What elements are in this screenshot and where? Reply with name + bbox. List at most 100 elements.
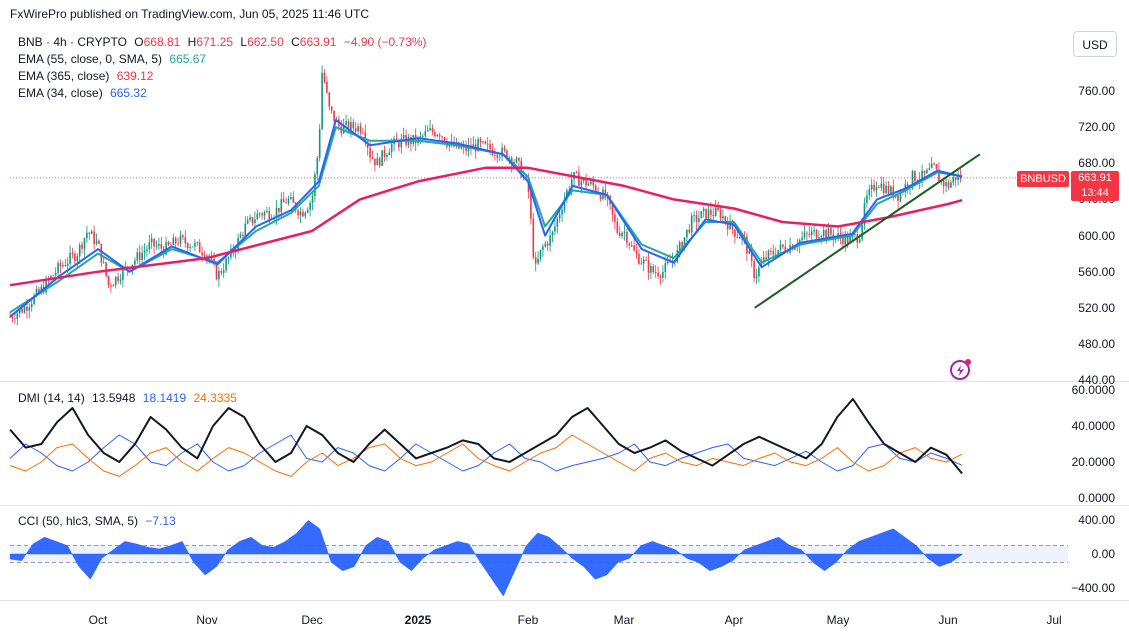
symbol-label[interactable]: BNB · 4h · CRYPTO (18, 35, 127, 49)
candle-body (563, 199, 566, 210)
candle-body (316, 157, 319, 175)
candle-body (489, 143, 491, 150)
candle-body (494, 154, 496, 156)
candle-body (347, 121, 350, 131)
candle-body (438, 134, 441, 137)
candle-body (35, 288, 38, 296)
candle-body (484, 141, 487, 144)
candle-body (882, 183, 885, 194)
ema34-line (9, 119, 963, 318)
candle-body (630, 245, 633, 247)
ema365-row[interactable]: EMA (365, close) 639.12 (18, 68, 431, 85)
candle-body (330, 106, 333, 111)
candle-body (158, 244, 160, 246)
cci-legend[interactable]: CCI (50, hlc3, SMA, 5) −7.13 (18, 513, 180, 530)
candle-body (369, 147, 371, 158)
candle-body (422, 135, 424, 137)
candle-body (244, 223, 247, 237)
candle-body (923, 170, 926, 174)
candle-body (890, 186, 892, 194)
close-value: 663.91 (299, 35, 337, 49)
candle-body (827, 228, 830, 238)
candle-body (172, 237, 175, 245)
candle-body (777, 249, 779, 256)
pane-separator-2[interactable] (0, 505, 1129, 506)
cci-label: CCI (50, hlc3, SMA, 5) (18, 514, 139, 528)
candle-body (398, 141, 400, 148)
time-axis-tick: Jul (1046, 613, 1062, 627)
candle-body (196, 242, 199, 244)
candle-body (678, 242, 681, 251)
candle-body (676, 250, 679, 262)
candle-body (894, 195, 897, 198)
high-value: 671.25 (196, 35, 234, 49)
ema55-line (9, 126, 963, 314)
candle-body (18, 308, 21, 314)
candle-body (266, 210, 268, 213)
candle-body (748, 250, 751, 254)
candle-body (11, 316, 14, 319)
tradingview-logo-icon[interactable] (948, 356, 974, 382)
candle-body (921, 170, 923, 180)
candle-body (448, 144, 451, 147)
candle-body (431, 128, 434, 133)
candle-body (815, 229, 818, 238)
dmi-minus-di-line (9, 434, 963, 477)
candle-body (465, 146, 467, 152)
ema34-row[interactable]: EMA (34, close) 665.32 (18, 85, 431, 102)
candle-body (306, 209, 309, 213)
candle-body (177, 243, 179, 245)
candle-body (57, 262, 59, 273)
candle-body (326, 81, 328, 93)
candle-body (388, 152, 391, 156)
candle-body (275, 207, 278, 218)
candle-body (222, 270, 225, 273)
dmi-legend[interactable]: DMI (14, 14) 13.5948 18.1419 24.3335 (18, 390, 241, 407)
candle-body (419, 136, 422, 138)
time-axis-tick: Mar (613, 613, 635, 627)
candle-body (333, 110, 335, 121)
candle-body (246, 219, 249, 224)
candle-body (86, 232, 88, 239)
candle-body (626, 231, 628, 244)
candle-body (666, 261, 669, 264)
candle-body (506, 150, 508, 160)
cci-axis-tick: −400.00 (1071, 580, 1115, 595)
candle-body (880, 183, 883, 188)
candle-body (14, 318, 16, 320)
candle-body (707, 209, 710, 218)
candle-body (683, 237, 686, 249)
ema34-value: 665.32 (110, 86, 147, 100)
dmi-label: DMI (14, 14) (18, 391, 85, 405)
candle-body (93, 231, 95, 244)
candle-body (292, 197, 295, 203)
candle-body (542, 246, 544, 250)
candle-body (544, 243, 547, 247)
candle-body (59, 262, 62, 267)
dmi-minus-value: 24.3335 (193, 391, 237, 405)
candle-body (189, 246, 191, 249)
candle-body (184, 237, 187, 244)
candle-body (635, 250, 638, 254)
candle-body (258, 213, 261, 215)
candle-body (242, 234, 244, 237)
candle-body (719, 209, 722, 219)
low-value: 662.50 (247, 35, 284, 49)
ema55-row[interactable]: EMA (55, close, 0, SMA, 5) 665.67 (18, 51, 431, 68)
candle-body (825, 229, 827, 238)
candle-body (618, 232, 621, 237)
dmi-axis-tick: 20.0000 (1071, 455, 1115, 469)
cci-axis-tick: 400.00 (1078, 513, 1115, 528)
candle-body (203, 255, 206, 258)
price-axis-tick: 480.00 (1078, 336, 1115, 351)
pane-separator-1[interactable] (0, 381, 1129, 382)
candle-body (892, 186, 895, 198)
candle-body (554, 226, 556, 232)
candle-body (753, 260, 755, 279)
candle-body (119, 279, 122, 281)
currency-button[interactable]: USD (1073, 31, 1117, 57)
price-axis-tick: 560.00 (1078, 264, 1115, 279)
low-label: L (240, 35, 248, 49)
candle-body (669, 261, 671, 263)
